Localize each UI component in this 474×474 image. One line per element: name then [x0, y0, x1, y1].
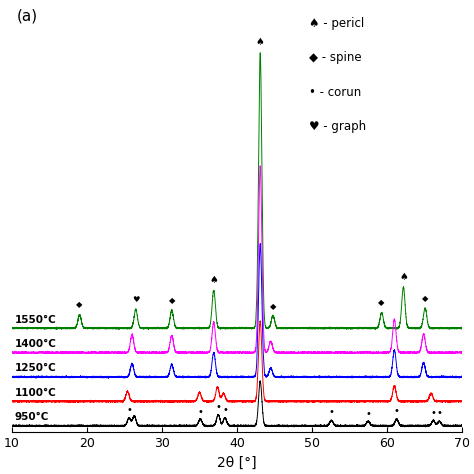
Text: ♥: ♥ [132, 295, 139, 304]
Text: •: • [365, 409, 371, 419]
Text: 950°C: 950°C [14, 412, 49, 422]
Text: 1400°C: 1400°C [14, 339, 56, 349]
Text: ◆: ◆ [270, 302, 276, 311]
Text: •: • [222, 405, 228, 415]
Text: •: • [197, 407, 203, 417]
Text: ◆ - spine: ◆ - spine [309, 51, 362, 64]
Text: ♠: ♠ [256, 37, 264, 47]
Text: 1550°C: 1550°C [14, 315, 56, 325]
Text: •: • [328, 407, 334, 417]
Text: ♠ - pericl: ♠ - pericl [309, 17, 364, 30]
Text: ♠: ♠ [210, 275, 218, 285]
Text: •: • [394, 406, 400, 416]
Text: •: • [126, 405, 132, 415]
Text: ◆: ◆ [378, 298, 385, 307]
X-axis label: 2θ [°]: 2θ [°] [217, 456, 257, 470]
Text: (a): (a) [17, 9, 38, 23]
Text: 1250°C: 1250°C [14, 364, 56, 374]
Text: ♠: ♠ [399, 272, 408, 282]
Text: ◆: ◆ [76, 300, 83, 309]
Text: •: • [430, 408, 436, 418]
Text: ◆: ◆ [422, 293, 428, 302]
Text: •: • [215, 402, 221, 412]
Text: • - corun: • - corun [309, 85, 361, 99]
Text: 1100°C: 1100°C [14, 388, 56, 398]
Text: ◆: ◆ [169, 296, 175, 305]
Text: •: • [437, 409, 442, 419]
Text: ♥ - graph: ♥ - graph [309, 120, 366, 133]
